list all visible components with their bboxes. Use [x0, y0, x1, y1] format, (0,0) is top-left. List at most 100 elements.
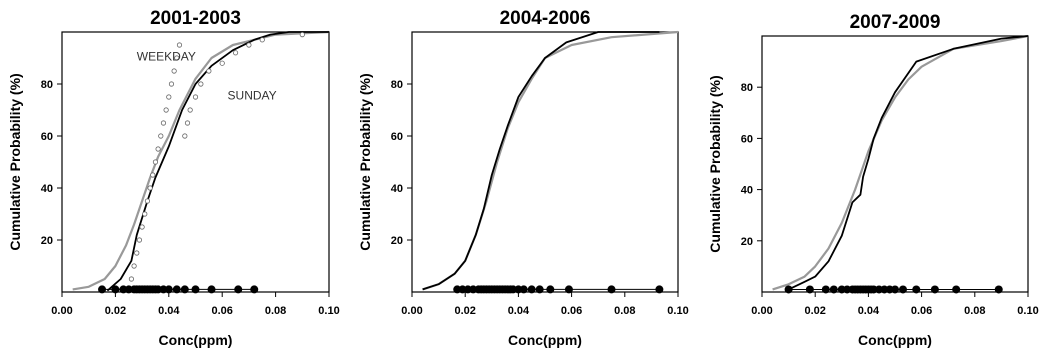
rug-data-point: [891, 285, 899, 294]
y-tick-label: 60: [391, 131, 403, 143]
y-tick-label: 40: [41, 183, 53, 195]
x-tick-label: 0.02: [454, 305, 475, 317]
open-data-point: [174, 55, 180, 61]
y-tick-label: 20: [741, 236, 753, 248]
x-tick-label: 0.04: [508, 305, 530, 317]
open-data-point: [232, 50, 239, 56]
rug-data-point: [784, 285, 793, 294]
y-tick-label: 80: [741, 82, 753, 94]
open-data-point: [176, 42, 183, 48]
x-tick-label: 0.00: [51, 305, 72, 317]
y-axis-label: Cumulative Probability (%): [357, 73, 373, 250]
weekday-series-line: [422, 30, 679, 291]
x-tick-label: 0.04: [158, 305, 180, 317]
y-tick-label: 60: [741, 133, 753, 145]
open-data-point: [198, 81, 204, 87]
open-data-point: [136, 237, 143, 243]
plot-frame: [61, 31, 330, 293]
rug-data-point: [930, 285, 939, 294]
x-tick-label: 0.08: [614, 305, 635, 317]
x-tick-label: 0.08: [265, 305, 286, 317]
open-data-point: [166, 94, 172, 100]
y-tick-label: 60: [41, 131, 53, 143]
open-data-point: [219, 60, 225, 66]
open-data-point: [150, 172, 156, 178]
x-tick-label: 0.00: [401, 305, 422, 317]
open-data-point: [158, 133, 164, 139]
x-tick-label: 0.02: [804, 305, 825, 317]
x-tick-label: 0.10: [1017, 305, 1038, 317]
open-data-point: [192, 94, 199, 100]
rug-data-point: [527, 285, 536, 294]
x-tick-label: 0.04: [858, 305, 880, 317]
rug-data-point: [191, 285, 200, 294]
rug-data-point: [546, 285, 555, 294]
x-axis-label: Conc(ppm): [508, 332, 582, 348]
annotation-sunday: SUNDAY: [228, 89, 277, 103]
plot-frame: [761, 35, 1029, 293]
rug-data-point: [180, 285, 189, 294]
rug-data-point: [234, 285, 243, 294]
rug-data-point: [98, 285, 107, 294]
open-data-point: [187, 107, 193, 113]
x-tick-label: 0.06: [211, 305, 232, 317]
weekday-series-line: [72, 30, 330, 291]
open-data-point: [128, 276, 135, 282]
rug-data-point: [829, 285, 838, 294]
x-tick-label: 0.06: [561, 305, 582, 317]
x-tick-label: 0.10: [667, 305, 688, 317]
y-tick-label: 80: [391, 79, 403, 91]
open-data-point: [182, 133, 188, 139]
rug-data-point: [898, 285, 907, 294]
rug-data-point: [172, 285, 181, 294]
rug-data-point: [655, 285, 664, 294]
y-tick-label: 40: [391, 183, 403, 195]
rug-data-point: [952, 285, 961, 294]
rug-data-point: [111, 285, 120, 294]
open-data-point: [131, 263, 137, 269]
x-tick-label: 0.02: [105, 305, 126, 317]
sunday-series-line: [788, 35, 1029, 291]
open-data-point: [144, 198, 151, 204]
open-data-point: [259, 37, 265, 43]
rug-data-point: [250, 285, 259, 294]
open-data-point: [142, 211, 148, 217]
rug-data-point: [607, 285, 616, 294]
x-tick-label: 0.10: [318, 305, 339, 317]
open-data-point: [147, 185, 153, 191]
weekday-series-line: [772, 34, 1029, 291]
y-tick-label: 80: [41, 79, 53, 91]
rug-data-point: [821, 285, 830, 294]
y-tick-label: 20: [41, 235, 53, 247]
open-data-point: [299, 31, 305, 38]
open-data-point: [134, 250, 140, 256]
chart-panel-1: 2001-2003 0.00 0.02 0.04 0.06 0.08 0.10 20 40 60 8…: [7, 8, 340, 348]
y-axis-label: Cumulative Probability (%): [7, 73, 23, 250]
rug-data-point: [994, 285, 1003, 294]
open-data-point: [184, 120, 191, 126]
chart-panel-2: 2004-2006 0.00 0.02 0.04 0.06 0.08 0.10 20 40 60 8…: [357, 8, 689, 348]
chart-panel-3: 2007-2009 0.00 0.02 0.04 0.06 0.08 0.10 20 40 60 8…: [707, 12, 1039, 348]
x-tick-label: 0.00: [751, 305, 772, 317]
y-tick-label: 20: [391, 235, 403, 247]
open-data-point: [163, 107, 169, 113]
open-data-point: [206, 68, 212, 74]
chart-title: 2004-2006: [500, 8, 591, 29]
open-data-point: [152, 159, 159, 165]
x-axis-label: Conc(ppm): [858, 332, 932, 348]
y-axis-label: Cumulative Probability (%): [707, 75, 723, 252]
open-data-point: [139, 224, 145, 230]
chart-title: 2007-2009: [850, 12, 941, 33]
open-data-point: [160, 120, 167, 126]
chart-title: 2001-2003: [150, 8, 241, 29]
rug-data-point: [519, 285, 528, 294]
open-data-point: [246, 42, 252, 48]
sunday-series-line: [422, 31, 660, 291]
open-data-point: [155, 146, 161, 152]
plot-frame: [411, 31, 679, 293]
rug-data-point: [164, 285, 173, 294]
sunday-series-line: [106, 31, 329, 292]
annotation-weekday: WEEKDAY: [137, 50, 196, 64]
